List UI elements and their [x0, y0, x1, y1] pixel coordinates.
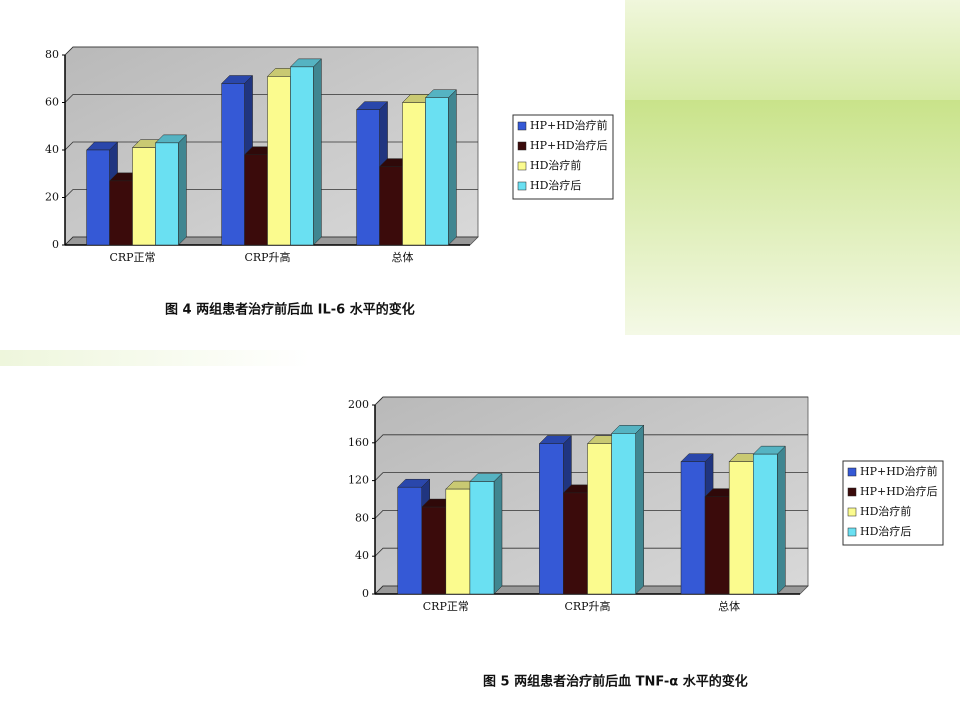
bar-side: [635, 424, 644, 595]
bar: [267, 76, 291, 246]
bar-side: [493, 472, 503, 595]
bar: [704, 496, 730, 595]
bar: [728, 461, 754, 595]
bar: [402, 102, 426, 246]
bar: [539, 443, 564, 595]
legend-swatch: [517, 141, 527, 151]
grid-line: [64, 46, 478, 56]
legend-label: HD治疗后: [860, 524, 911, 538]
legend-swatch: [847, 527, 857, 537]
grid-line: [374, 585, 808, 595]
background-band: [625, 100, 960, 335]
y-tick-label: 160: [348, 436, 369, 449]
bar: [753, 453, 778, 595]
legend-label: HP+HD治疗后: [860, 484, 938, 498]
grid-line: [374, 396, 808, 406]
bar: [611, 433, 636, 595]
bar: [86, 149, 110, 246]
x-tick-label: 总体: [392, 250, 414, 264]
background-band: [0, 350, 310, 366]
legend-label: HD治疗前: [860, 504, 911, 518]
legend-swatch: [517, 121, 527, 131]
legend-swatch: [517, 181, 527, 191]
bar: [109, 180, 133, 246]
bar-side: [777, 445, 786, 595]
grid-line: [374, 547, 808, 557]
y-tick-label: 0: [52, 238, 59, 251]
x-tick-label: CRP升高: [244, 250, 290, 264]
y-tick-label: 20: [45, 191, 59, 204]
bar: [563, 492, 588, 595]
legend-swatch: [847, 487, 857, 497]
x-tick-label: CRP升高: [564, 599, 610, 613]
bar: [445, 488, 471, 595]
x-tick-label: CRP正常: [109, 251, 155, 264]
y-tick-label: 80: [45, 48, 59, 61]
bar: [680, 461, 706, 595]
grid-line: [64, 236, 478, 246]
caption: 图 4 两组患者治疗前后血 IL-6 水平的变化: [165, 302, 415, 318]
grid-line: [374, 434, 808, 444]
legend-swatch: [847, 467, 857, 477]
grid-line: [374, 509, 808, 519]
bar: [425, 97, 449, 246]
y-tick-label: 120: [348, 474, 369, 487]
y-tick-label: 80: [355, 511, 369, 524]
grid-line: [64, 141, 478, 151]
legend-label: HD治疗前: [530, 158, 581, 172]
legend-label: HP+HD治疗前: [860, 464, 938, 478]
x-tick-label: CRP正常: [423, 600, 469, 613]
bar: [132, 147, 156, 246]
grid-line: [374, 472, 808, 481]
bar: [469, 481, 495, 595]
grid-line: [64, 94, 478, 103]
legend-label: HP+HD治疗前: [530, 118, 608, 132]
bar: [421, 506, 447, 595]
y-tick-label: 60: [45, 96, 59, 109]
bar: [244, 154, 268, 246]
background-band: [625, 0, 960, 100]
bar: [290, 66, 314, 246]
y-tick-label: 0: [362, 587, 369, 600]
legend-swatch: [847, 507, 857, 517]
y-tick-label: 200: [348, 398, 369, 411]
caption: 图 5 两组患者治疗前后血 TNF-α 水平的变化: [483, 674, 748, 690]
bar-side: [448, 89, 457, 246]
bar: [356, 109, 380, 246]
y-tick-label: 40: [355, 549, 369, 562]
bar: [379, 166, 403, 246]
bar: [397, 486, 422, 595]
legend-box: [512, 114, 614, 200]
legend-box: [842, 460, 944, 546]
bar: [221, 83, 245, 246]
bar-side: [313, 58, 322, 246]
legend-label: HP+HD治疗后: [530, 138, 608, 152]
y-tick-label: 40: [45, 143, 59, 156]
legend-label: HD治疗后: [530, 178, 581, 192]
x-tick-label: 总体: [718, 599, 740, 613]
legend-swatch: [517, 161, 527, 171]
bar: [587, 443, 612, 595]
bar: [155, 142, 179, 246]
grid-line: [64, 189, 478, 198]
bar-side: [178, 134, 187, 246]
